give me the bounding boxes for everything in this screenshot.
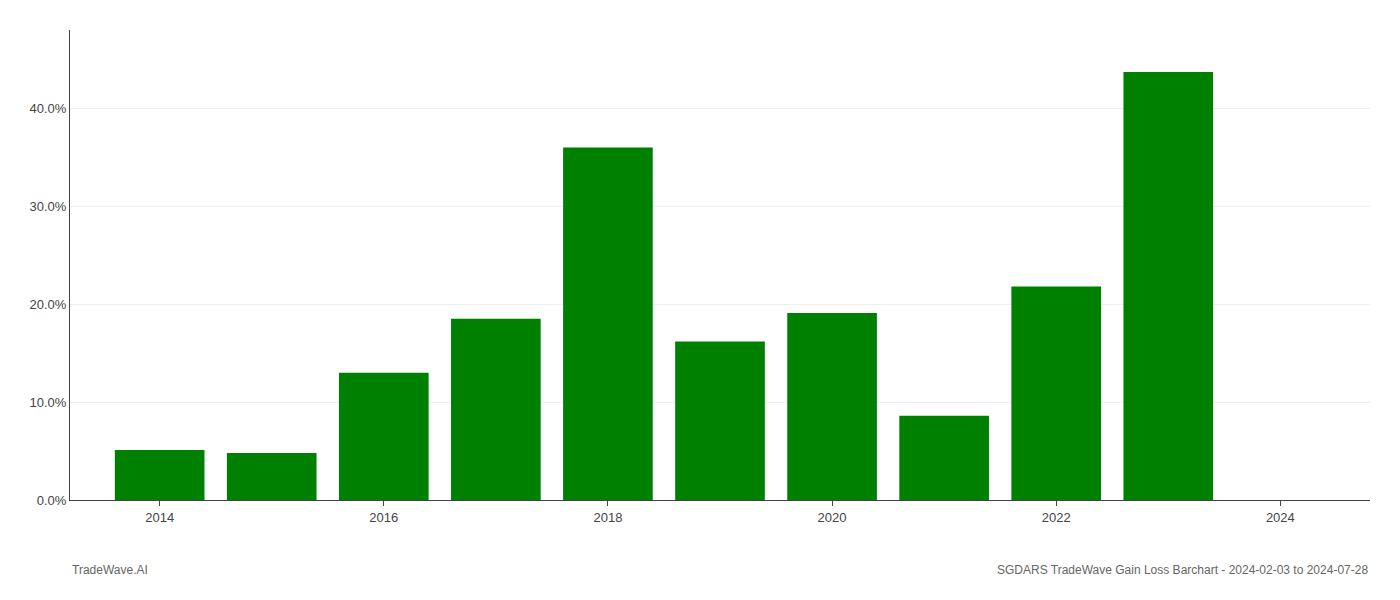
svg-text:SGDARS TradeWave Gain Loss Bar: SGDARS TradeWave Gain Loss Barchart - 20… bbox=[997, 563, 1368, 577]
svg-text:10.0%: 10.0% bbox=[30, 395, 67, 410]
svg-text:0.0%: 0.0% bbox=[37, 493, 67, 508]
svg-text:2022: 2022 bbox=[1042, 510, 1071, 525]
svg-text:30.0%: 30.0% bbox=[30, 199, 67, 214]
svg-text:2016: 2016 bbox=[369, 510, 398, 525]
svg-text:TradeWave.AI: TradeWave.AI bbox=[72, 563, 148, 577]
svg-text:40.0%: 40.0% bbox=[30, 101, 67, 116]
svg-text:2024: 2024 bbox=[1266, 510, 1295, 525]
svg-text:2020: 2020 bbox=[818, 510, 847, 525]
svg-text:2018: 2018 bbox=[593, 510, 622, 525]
svg-text:2014: 2014 bbox=[145, 510, 174, 525]
svg-text:20.0%: 20.0% bbox=[30, 297, 67, 312]
